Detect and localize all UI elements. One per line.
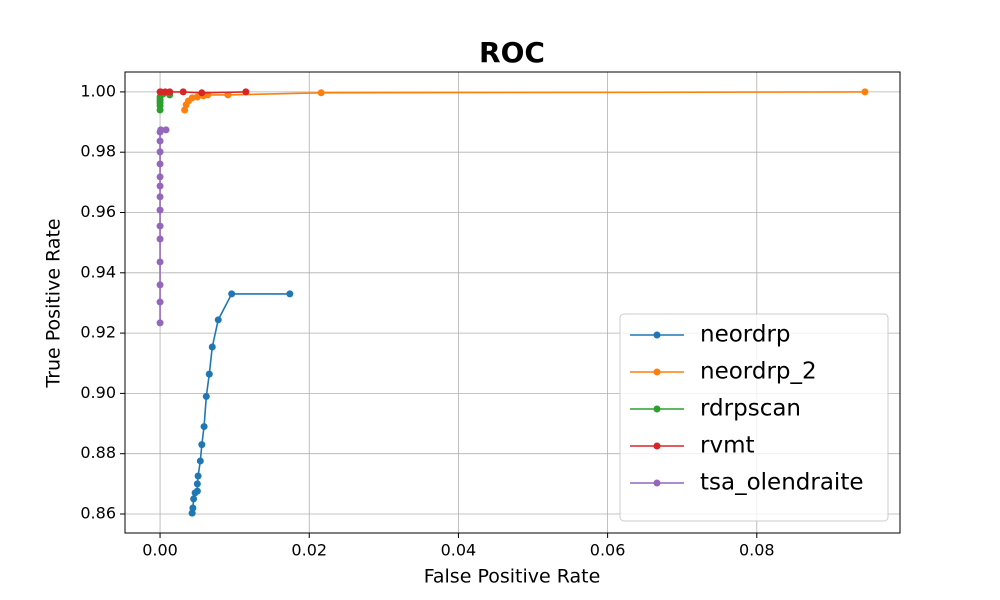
marker bbox=[156, 281, 164, 289]
marker bbox=[193, 93, 201, 101]
legend-label: neordrp bbox=[700, 322, 791, 348]
marker bbox=[179, 88, 187, 96]
marker bbox=[286, 290, 294, 298]
y-tick-label: 0.90 bbox=[80, 383, 116, 402]
marker bbox=[202, 392, 210, 400]
marker bbox=[157, 126, 165, 134]
marker bbox=[156, 173, 164, 181]
plot-frame bbox=[124, 71, 901, 534]
legend-label: rvmt bbox=[700, 433, 755, 459]
marker bbox=[189, 504, 197, 512]
marker bbox=[190, 495, 198, 503]
marker bbox=[317, 89, 325, 97]
x-tick-label: 0.00 bbox=[142, 541, 178, 560]
marker bbox=[193, 487, 201, 495]
y-tick-label: 0.86 bbox=[80, 504, 116, 523]
legend-marker bbox=[653, 405, 661, 413]
marker bbox=[224, 91, 232, 99]
marker bbox=[198, 89, 206, 97]
y-tick-label: 0.94 bbox=[80, 262, 116, 281]
y-tick-label: 0.92 bbox=[80, 323, 116, 342]
marker bbox=[156, 235, 164, 243]
marker bbox=[200, 423, 208, 431]
x-axis-label: False Positive Rate bbox=[424, 566, 601, 588]
marker bbox=[156, 193, 164, 201]
marker bbox=[156, 258, 164, 266]
line bbox=[159, 129, 167, 323]
x-tick-label: 0.08 bbox=[739, 541, 775, 560]
marker bbox=[198, 441, 206, 449]
marker bbox=[156, 137, 164, 145]
legend-marker bbox=[653, 479, 661, 487]
marker bbox=[156, 298, 164, 306]
y-tick-label: 0.98 bbox=[80, 142, 116, 161]
y-tick-label: 0.96 bbox=[80, 202, 116, 221]
x-tick-label: 0.04 bbox=[441, 541, 477, 560]
legend-marker bbox=[653, 442, 661, 450]
marker bbox=[193, 480, 201, 488]
marker bbox=[194, 472, 202, 480]
marker bbox=[205, 370, 213, 378]
marker bbox=[208, 343, 216, 351]
marker bbox=[156, 160, 164, 168]
marker bbox=[228, 290, 236, 298]
marker bbox=[188, 94, 196, 102]
legend-marker bbox=[653, 331, 661, 339]
chart-title: ROC bbox=[479, 36, 545, 69]
marker bbox=[156, 206, 164, 214]
y-axis-label: True Positive Rate bbox=[43, 218, 65, 388]
legend: neordrp neordrp_2 rdrpscan rvmt tsa_olendrai… bbox=[619, 313, 889, 522]
legend-label: neordrp_2 bbox=[700, 359, 817, 385]
marker bbox=[188, 509, 196, 517]
marker bbox=[861, 88, 869, 96]
x-tick-label: 0.02 bbox=[291, 541, 327, 560]
marker bbox=[156, 319, 164, 327]
marker bbox=[156, 182, 164, 190]
marker bbox=[214, 316, 222, 324]
legend-marker bbox=[653, 368, 661, 376]
marker bbox=[242, 88, 250, 96]
marker bbox=[162, 126, 170, 134]
marker bbox=[156, 148, 164, 156]
marker bbox=[196, 457, 204, 465]
legend-label: tsa_olendraite bbox=[700, 470, 864, 496]
marker bbox=[166, 88, 174, 96]
y-tick-label: 0.88 bbox=[80, 443, 116, 462]
x-tick-label: 0.06 bbox=[590, 541, 626, 560]
legend-frame bbox=[619, 313, 889, 522]
marker bbox=[156, 222, 164, 230]
y-tick-label: 1.00 bbox=[80, 81, 116, 100]
legend-label: rdrpscan bbox=[700, 396, 801, 422]
